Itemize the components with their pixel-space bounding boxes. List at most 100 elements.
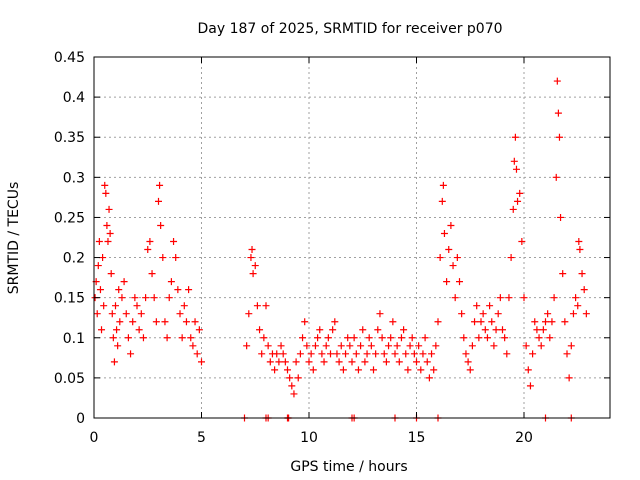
- data-point: [511, 133, 519, 141]
- data-point: [137, 310, 145, 318]
- y-tick-label: 0.45: [54, 50, 85, 66]
- data-point: [552, 173, 560, 181]
- x-axis-title: GPS time / hours: [290, 459, 407, 475]
- data-point: [436, 254, 444, 262]
- data-point: [374, 326, 382, 334]
- data-point: [524, 366, 532, 374]
- data-point: [438, 197, 446, 205]
- data-point: [397, 334, 405, 342]
- data-point: [286, 374, 294, 382]
- data-point: [520, 294, 528, 302]
- data-point: [490, 342, 498, 350]
- data-point: [546, 334, 554, 342]
- data-point: [249, 270, 257, 278]
- y-tick-label: 0.05: [54, 371, 85, 387]
- data-point: [428, 350, 436, 358]
- data-point: [266, 358, 274, 366]
- data-point: [155, 197, 162, 205]
- data-point: [299, 334, 307, 342]
- data-point: [157, 221, 165, 229]
- data-point: [329, 326, 337, 334]
- y-tick-labels: 0 0.05 0.1 0.15 0.2 0.25 0.3 0.35 0.4 0.45: [54, 50, 85, 427]
- data-point: [122, 310, 130, 318]
- x-tick-label: 20: [515, 430, 533, 446]
- data-point: [176, 310, 184, 318]
- x-tick-label: 0: [90, 430, 99, 446]
- data-point: [331, 318, 339, 326]
- data-point: [367, 342, 375, 350]
- data-point: [103, 221, 111, 229]
- data-point: [294, 374, 302, 382]
- data-point: [104, 238, 112, 246]
- data-point: [544, 310, 552, 318]
- data-point: [320, 358, 328, 366]
- x-tick-label: 10: [300, 430, 318, 446]
- data-point: [578, 270, 586, 278]
- data-point: [182, 318, 190, 326]
- data-point: [425, 374, 433, 382]
- data-point: [105, 205, 113, 213]
- data-point: [365, 334, 373, 342]
- y-tick-label: 0.1: [63, 331, 85, 347]
- data-point: [163, 334, 171, 342]
- data-point: [447, 221, 455, 229]
- data-point: [404, 366, 412, 374]
- data-point: [139, 334, 147, 342]
- data-point: [350, 334, 358, 342]
- data-point: [318, 350, 326, 358]
- data-point: [346, 342, 354, 350]
- data-point: [415, 342, 423, 350]
- data-point: [264, 342, 272, 350]
- x-tick-label: 5: [197, 430, 206, 446]
- data-point: [376, 310, 384, 318]
- data-point: [146, 238, 154, 246]
- data-point: [135, 326, 143, 334]
- data-point: [526, 382, 534, 390]
- data-points: [91, 77, 590, 422]
- data-point: [256, 326, 264, 334]
- data-point: [533, 326, 541, 334]
- data-point: [451, 294, 459, 302]
- data-point: [554, 109, 562, 117]
- data-point: [572, 294, 580, 302]
- data-point: [96, 286, 104, 294]
- data-point: [106, 229, 114, 237]
- data-point: [292, 358, 300, 366]
- y-tick-label: 0: [76, 411, 85, 427]
- data-point: [248, 246, 256, 254]
- data-point: [115, 286, 123, 294]
- y-tick-label: 0.2: [63, 251, 85, 267]
- data-point: [567, 342, 575, 350]
- data-point: [582, 310, 590, 318]
- data-point: [195, 326, 203, 334]
- data-point: [253, 302, 261, 310]
- data-point: [496, 294, 504, 302]
- data-point: [107, 270, 115, 278]
- data-point: [296, 350, 304, 358]
- data-point: [481, 326, 489, 334]
- data-point: [165, 294, 173, 302]
- data-point: [120, 278, 128, 286]
- data-point: [290, 390, 298, 398]
- data-point: [185, 286, 193, 294]
- data-point: [327, 350, 334, 358]
- data-point: [458, 310, 466, 318]
- data-point: [580, 286, 588, 294]
- data-point: [389, 318, 397, 326]
- data-point: [170, 238, 178, 246]
- data-point: [172, 254, 180, 262]
- data-point: [337, 342, 345, 350]
- data-point: [576, 246, 584, 254]
- axis-ticks: [93, 56, 610, 419]
- data-point: [522, 342, 530, 350]
- data-point: [488, 318, 496, 326]
- data-point: [574, 302, 582, 310]
- data-point: [542, 318, 549, 326]
- data-point: [419, 350, 427, 358]
- data-point: [387, 334, 395, 342]
- data-point: [277, 342, 285, 350]
- data-point: [363, 350, 371, 358]
- data-point: [116, 318, 124, 326]
- data-point: [279, 350, 287, 358]
- y-axis-title: SRMTID / TECUs: [6, 182, 22, 295]
